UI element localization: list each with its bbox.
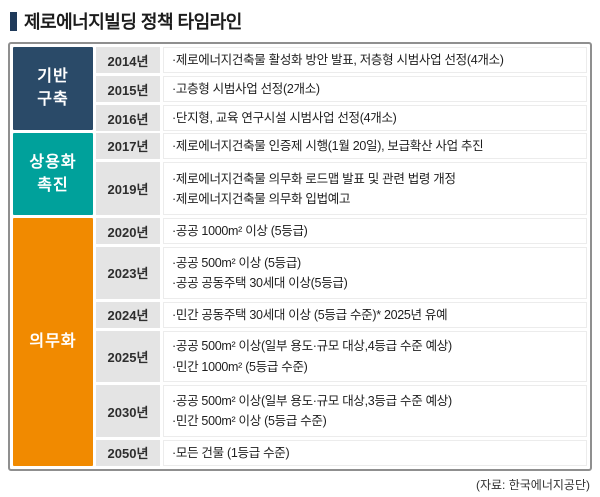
timeline-item: ·민간 공동주택 30세대 이상 (5등급 수준)* 2025년 유예 (172, 307, 448, 322)
year-cell: 2030년 (96, 385, 160, 437)
timeline-item: ·공공 500m² 이상(일부 용도·규모 대상,4등급 수준 예상) (172, 339, 452, 354)
timeline-item: ·제로에너지건축물 의무화 로드맵 발표 및 관련 법령 개정 (172, 171, 456, 186)
content-cell: ·제로에너지건축물 인증제 시행(1월 20일), 보급확산 사업 추진 (163, 132, 587, 160)
timeline-item: ·공공 500m² 이상(일부 용도·규모 대상,3등급 수준 예상) (172, 394, 452, 409)
timeline-item: ·민간 500m² 이상 (5등급 수준) (172, 414, 327, 429)
phase-group-3: 의무화 2020년 ·공공 1000m² 이상 (5등급) 2023년 ·공공 500m… (13, 218, 587, 466)
title-row: 제로에너지빌딩 정책 타임라인 (8, 6, 592, 42)
phase-label-text: 의무화 (29, 333, 77, 351)
timeline-item: ·민간 1000m² (5등급 수준) (172, 359, 308, 374)
timeline-item: ·모든 건물 (1등급 수준) (172, 445, 290, 460)
phase-group-2: 상용화 촉진 2017년 ·제로에너지건축물 인증제 시행(1월 20일), 보급확산… (13, 132, 587, 216)
content-cell: ·공공 1000m² 이상 (5등급) (163, 218, 587, 245)
year-cell: 2016년 (96, 105, 160, 131)
phase-group-1: 기반 구축 2014년 ·제로에너지건축물 활성화 방안 발표, 저층형 시범사업 선… (13, 47, 587, 131)
content-cell: ·공공 500m² 이상(일부 용도·규모 대상,4등급 수준 예상) ·민간 1… (163, 330, 587, 383)
timeline-row: 2020년 ·공공 1000m² 이상 (5등급) (96, 218, 587, 245)
timeline-row: 2050년 ·모든 건물 (1등급 수준) (96, 439, 587, 466)
timeline-table: 기반 구축 2014년 ·제로에너지건축물 활성화 방안 발표, 저층형 시범사업 선… (8, 42, 592, 471)
timeline-item: ·공공 공동주택 30세대 이상(5등급) (172, 275, 348, 290)
phase-label-text: 구축 (37, 91, 69, 109)
timeline-item: ·공공 1000m² 이상 (5등급) (172, 224, 308, 239)
content-cell: ·공공 500m² 이상 (5등급) ·공공 공동주택 30세대 이상(5등급) (163, 247, 587, 299)
source-credit: (자료: 한국에너지공단) (475, 478, 590, 492)
timeline-item: ·고층형 시범사업 선정(2개소) (172, 81, 320, 96)
year-cell: 2023년 (96, 247, 160, 299)
timeline-row: 2019년 ·제로에너지건축물 의무화 로드맵 발표 및 관련 법령 개정 ·제로에… (96, 162, 587, 216)
year-cell: 2019년 (96, 162, 160, 216)
timeline-row: 2030년 ·공공 500m² 이상(일부 용도·규모 대상,3등급 수준 예상)… (96, 385, 587, 437)
year-cell: 2017년 (96, 132, 160, 160)
content-cell: ·고층형 시범사업 선정(2개소) (163, 76, 587, 102)
content-cell: ·단지형, 교육 연구시설 시범사업 선정(4개소) (163, 105, 587, 131)
timeline-item: ·제로에너지건축물 인증제 시행(1월 20일), 보급확산 사업 추진 (172, 138, 484, 153)
year-cell: 2015년 (96, 76, 160, 102)
phase-rows: 2014년 ·제로에너지건축물 활성화 방안 발표, 저층형 시범사업 선정(4개… (96, 47, 587, 131)
timeline-row: 2023년 ·공공 500m² 이상 (5등급) ·공공 공동주택 30세대 이상(… (96, 247, 587, 299)
timeline-row: 2016년 ·단지형, 교육 연구시설 시범사업 선정(4개소) (96, 105, 587, 131)
content-cell: ·모든 건물 (1등급 수준) (163, 439, 587, 466)
timeline-item: ·제로에너지건축물 의무화 입법예고 (172, 191, 351, 206)
title-bullet-icon (10, 11, 17, 31)
timeline-row: 2014년 ·제로에너지건축물 활성화 방안 발표, 저층형 시범사업 선정(4개… (96, 47, 587, 73)
timeline-row: 2017년 ·제로에너지건축물 인증제 시행(1월 20일), 보급확산 사업 추… (96, 132, 587, 160)
phase-label: 의무화 (13, 218, 93, 466)
year-cell: 2020년 (96, 218, 160, 245)
timeline-row: 2024년 ·민간 공동주택 30세대 이상 (5등급 수준)* 2025년 유예 (96, 301, 587, 328)
timeline-row: 2015년 ·고층형 시범사업 선정(2개소) (96, 76, 587, 102)
timeline-row: 2025년 ·공공 500m² 이상(일부 용도·규모 대상,4등급 수준 예상)… (96, 330, 587, 383)
content-cell: ·제로에너지건축물 활성화 방안 발표, 저층형 시범사업 선정(4개소) (163, 47, 587, 73)
year-cell: 2024년 (96, 301, 160, 328)
timeline-item: ·공공 500m² 이상 (5등급) (172, 255, 301, 270)
phase-rows: 2020년 ·공공 1000m² 이상 (5등급) 2023년 ·공공 500m² 이… (96, 218, 587, 466)
page-title: 제로에너지빌딩 정책 타임라인 (24, 12, 242, 32)
timeline-item: ·단지형, 교육 연구시설 시범사업 선정(4개소) (172, 110, 397, 125)
year-cell: 2014년 (96, 47, 160, 73)
phase-label-text: 기반 (37, 68, 69, 86)
content-cell: ·제로에너지건축물 의무화 로드맵 발표 및 관련 법령 개정 ·제로에너지건축물… (163, 162, 587, 216)
timeline-item: ·제로에너지건축물 활성화 방안 발표, 저층형 시범사업 선정(4개소) (172, 52, 504, 67)
year-cell: 2025년 (96, 330, 160, 383)
phase-rows: 2017년 ·제로에너지건축물 인증제 시행(1월 20일), 보급확산 사업 추… (96, 132, 587, 216)
phase-label-text: 촉진 (37, 176, 69, 194)
year-cell: 2050년 (96, 439, 160, 466)
phase-label-text: 상용화 (29, 153, 77, 171)
content-cell: ·민간 공동주택 30세대 이상 (5등급 수준)* 2025년 유예 (163, 301, 587, 328)
content-cell: ·공공 500m² 이상(일부 용도·규모 대상,3등급 수준 예상) ·민간 5… (163, 385, 587, 437)
